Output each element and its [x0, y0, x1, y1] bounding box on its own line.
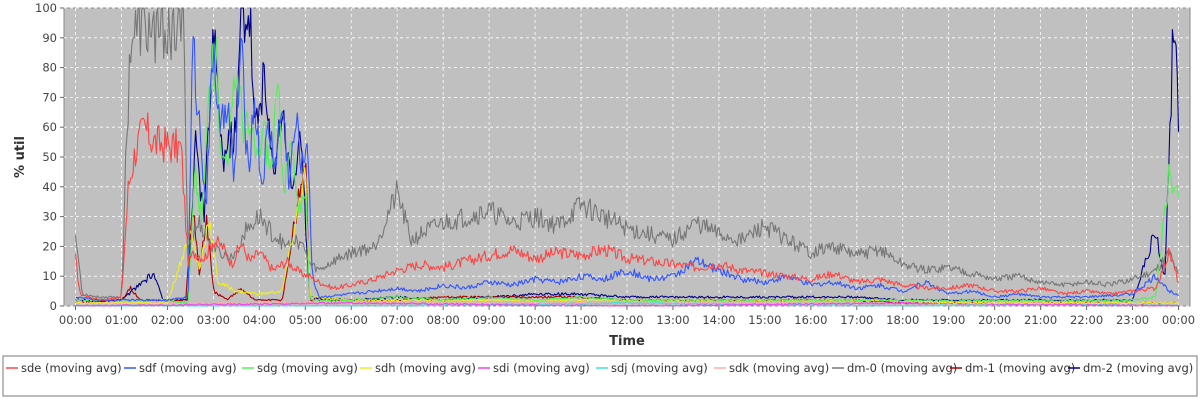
x-tick-label: 18:00: [886, 313, 919, 327]
y-tick-label: 70: [42, 90, 57, 104]
x-tick-label: 01:00: [105, 313, 138, 327]
y-tick-label: 20: [42, 239, 57, 253]
y-axis-title: % util: [13, 136, 28, 178]
series-line: [75, 301, 1179, 307]
x-tick-label: 08:00: [427, 313, 460, 327]
x-tick-label: 22:00: [1070, 313, 1103, 327]
x-tick-label: 00:00: [59, 313, 92, 327]
y-tick-label: 60: [42, 120, 57, 134]
x-tick-label: 04:00: [243, 313, 276, 327]
y-tick-label: 10: [42, 269, 57, 283]
y-tick-label: 100: [35, 1, 57, 15]
x-tick-label: 03:00: [197, 313, 230, 327]
x-tick-label: 23:00: [1116, 313, 1149, 327]
x-tick-label: 12:00: [610, 313, 643, 327]
x-tick-label: 20:00: [978, 313, 1011, 327]
y-tick-label: 90: [42, 31, 57, 45]
x-tick-label: 10:00: [519, 313, 552, 327]
y-tick-label: 80: [42, 61, 57, 75]
x-tick-label: 00:00: [1162, 313, 1195, 327]
y-tick-label: 30: [42, 210, 57, 224]
series-line: [74, 112, 1179, 302]
y-tick-label: 50: [42, 150, 57, 164]
legend-label: sdf (moving avg): [139, 361, 237, 375]
x-tick-label: 16:00: [794, 313, 827, 327]
x-tick-label: 02:00: [151, 313, 184, 327]
x-tick-label: 17:00: [840, 313, 873, 327]
y-tick-label: 0: [50, 299, 57, 313]
legend-label: sdk (moving avg): [729, 361, 829, 375]
x-tick-label: 13:00: [656, 313, 689, 327]
x-tick-label: 11:00: [564, 313, 597, 327]
series-line: [75, 167, 1179, 305]
y-tick-label: 40: [42, 180, 57, 194]
series-line: [75, 35, 1179, 302]
x-tick-label: 15:00: [748, 313, 781, 327]
legend-label: sde (moving avg): [21, 361, 122, 375]
x-tick-label: 07:00: [381, 313, 414, 327]
legend-box: [2, 355, 1198, 397]
legend-label: dm-1 (moving avg): [965, 361, 1075, 375]
x-axis-title: Time: [609, 334, 645, 349]
x-tick-label: 19:00: [932, 313, 965, 327]
legend-label: sdh (moving avg): [375, 361, 476, 375]
x-tick-label: 21:00: [1024, 313, 1057, 327]
legend-label: dm-0 (moving avg): [847, 361, 957, 375]
x-tick-label: 06:00: [335, 313, 368, 327]
legend-label: sdi (moving avg): [493, 361, 590, 375]
legend-label: sdg (moving avg): [257, 361, 358, 375]
series-line: [75, 37, 1180, 304]
legend-label: sdj (moving avg): [611, 361, 708, 375]
x-tick-label: 14:00: [702, 313, 735, 327]
series-line: [74, 7, 1180, 299]
legend-label: dm-2 (moving avg): [1083, 361, 1193, 375]
x-tick-label: 09:00: [473, 313, 506, 327]
x-tick-label: 05:00: [289, 313, 322, 327]
